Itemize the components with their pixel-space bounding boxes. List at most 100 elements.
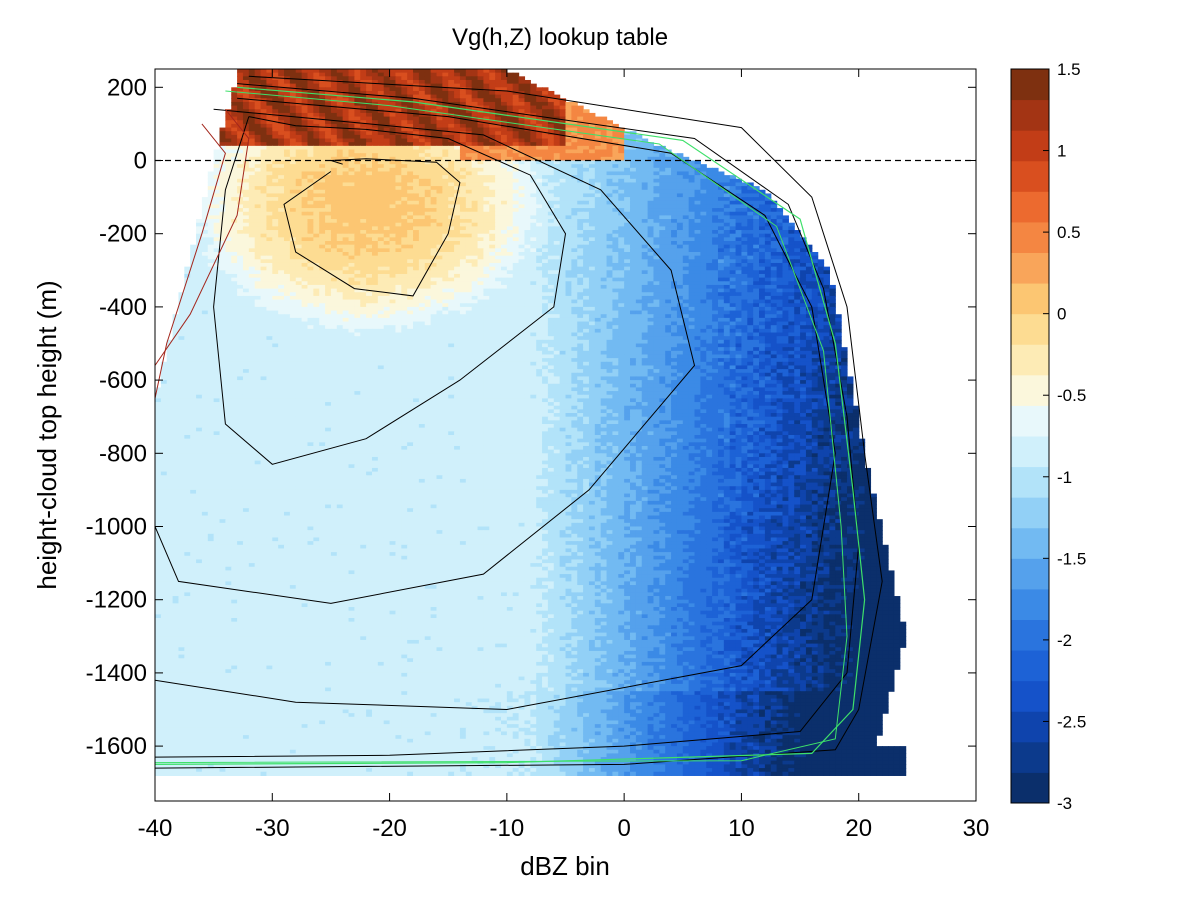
heatmap-cell: [764, 215, 772, 220]
heatmap-cell: [289, 98, 297, 103]
heatmap-cell: [284, 167, 291, 173]
heatmap-cell: [624, 270, 631, 275]
heatmap-cell: [706, 248, 713, 253]
heatmap-cell: [442, 259, 449, 264]
heatmap-cell: [753, 262, 760, 268]
heatmap-cell: [307, 164, 314, 169]
heatmap-cell: [665, 248, 672, 253]
heatmap-cell: [201, 266, 209, 271]
heatmap-cell: [272, 186, 279, 191]
heatmap-cell: [295, 241, 303, 246]
heatmap-cell: [729, 259, 737, 264]
heatmap-cell: [207, 270, 215, 275]
heatmap-cell: [471, 90, 479, 96]
heatmap-cell: [436, 193, 443, 198]
heatmap-cell: [360, 197, 367, 202]
heatmap-cell: [407, 273, 414, 279]
heatmap-cell: [700, 208, 707, 213]
heatmap-cell: [471, 270, 479, 275]
heatmap-cell: [571, 156, 578, 162]
heatmap-cell: [512, 76, 520, 81]
heatmap-cell: [465, 167, 473, 173]
heatmap-cell: [635, 244, 643, 249]
heatmap-cell: [524, 131, 531, 136]
heatmap-cell: [624, 153, 631, 158]
heatmap-cell: [278, 94, 285, 99]
heatmap-cell: [448, 79, 455, 85]
heatmap-cell: [401, 94, 408, 99]
heatmap-cell: [301, 233, 309, 238]
heatmap-cell: [454, 98, 461, 103]
heatmap-cell: [500, 222, 508, 227]
heatmap-cell: [465, 94, 473, 99]
heatmap-cell: [630, 193, 637, 198]
heatmap-cell: [295, 277, 303, 282]
heatmap-cell: [336, 109, 344, 114]
heatmap-cell: [295, 127, 303, 132]
heatmap-cell: [307, 273, 314, 279]
heatmap-cell: [588, 193, 596, 198]
heatmap-cell: [307, 76, 314, 81]
heatmap-cell: [231, 112, 238, 118]
heatmap-cell: [641, 138, 649, 143]
heatmap-cell: [700, 270, 707, 275]
heatmap-cell: [500, 175, 508, 180]
heatmap-cell: [577, 127, 584, 132]
heatmap-cell: [800, 244, 807, 249]
heatmap-cell: [542, 182, 549, 187]
heatmap-cell: [553, 175, 561, 180]
heatmap-cell: [588, 182, 596, 187]
heatmap-cell: [225, 284, 232, 290]
heatmap-cell: [407, 226, 414, 231]
heatmap-cell: [219, 156, 226, 162]
heatmap-cell: [448, 233, 455, 238]
heatmap-cell: [266, 281, 273, 286]
heatmap-cell: [342, 171, 350, 176]
heatmap-cell: [495, 164, 502, 169]
heatmap-cell: [389, 160, 397, 165]
heatmap-cell: [559, 219, 567, 224]
heatmap-cell: [383, 219, 391, 224]
heatmap-cell: [366, 105, 373, 110]
heatmap-cell: [248, 98, 256, 103]
heatmap-cell: [389, 241, 397, 246]
heatmap-cell: [495, 127, 502, 132]
heatmap-cell: [354, 237, 361, 242]
heatmap-cell: [442, 112, 449, 118]
heatmap-cell: [307, 101, 314, 107]
heatmap-cell: [583, 200, 590, 206]
heatmap-cell: [348, 87, 355, 92]
heatmap-cell: [319, 167, 326, 173]
heatmap-cell: [747, 255, 754, 260]
heatmap-cell: [688, 204, 696, 209]
heatmap-cell: [571, 248, 578, 253]
heatmap-cell: [600, 226, 608, 231]
heatmap-cell: [630, 233, 637, 238]
heatmap-cell: [424, 200, 432, 206]
heatmap-cell: [348, 116, 355, 121]
heatmap-cell: [800, 281, 807, 286]
heatmap-cell: [612, 127, 619, 132]
heatmap-cell: [225, 175, 232, 180]
heatmap-cell: [336, 237, 344, 242]
heatmap-cell: [301, 112, 309, 118]
heatmap-cell: [694, 200, 701, 206]
heatmap-cell: [242, 277, 250, 282]
heatmap-cell: [278, 160, 285, 165]
heatmap-cell: [512, 270, 520, 275]
heatmap-cell: [436, 226, 443, 231]
heatmap-cell: [647, 270, 655, 275]
heatmap-cell: [500, 131, 508, 136]
heatmap-cell: [700, 178, 707, 184]
heatmap-cell: [647, 262, 655, 268]
heatmap-cell: [770, 237, 778, 242]
heatmap-cell: [518, 281, 526, 286]
heatmap-cell: [471, 259, 479, 264]
heatmap-cell: [565, 127, 572, 132]
heatmap-cell: [401, 116, 408, 121]
heatmap-cell: [336, 182, 344, 187]
heatmap-cell: [717, 230, 725, 235]
heatmap-cell: [231, 178, 238, 184]
heatmap-cell: [612, 255, 619, 260]
heatmap-cell: [213, 237, 221, 242]
